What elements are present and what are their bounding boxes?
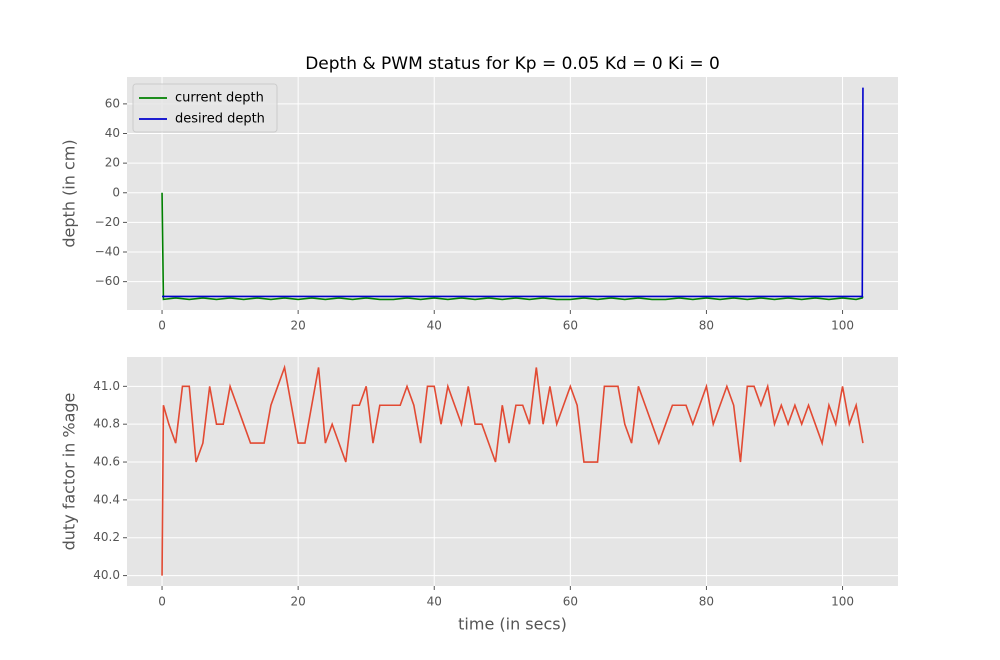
series-line [161, 364, 864, 576]
y-tick-label: 40.6 [93, 455, 120, 469]
y-axis-label: depth (in cm) [60, 139, 79, 247]
y-tick-label: −40 [95, 245, 120, 259]
x-tick-label: 100 [831, 319, 854, 333]
series-line [162, 87, 864, 298]
y-tick-label: 40.8 [93, 417, 120, 431]
y-tick-label: 0 [112, 185, 120, 199]
x-tick-label: 20 [291, 319, 306, 333]
y-tick-label: 40.0 [93, 568, 120, 582]
x-tick-label: 0 [158, 595, 166, 609]
y-tick-label: 40.4 [93, 492, 120, 506]
x-axis-label: time (in secs) [458, 615, 567, 634]
x-tick-label: 0 [158, 319, 166, 333]
x-tick-label: 60 [563, 319, 578, 333]
chart-title: Depth & PWM status for Kp = 0.05 Kd = 0 … [305, 54, 720, 74]
x-tick-label: 80 [699, 319, 714, 333]
y-tick-label: −20 [95, 215, 120, 229]
x-tick-label: 60 [563, 595, 578, 609]
x-tick-label: 20 [291, 595, 306, 609]
x-tick-label: 80 [699, 595, 714, 609]
x-tick-label: 40 [427, 319, 442, 333]
plot-background [127, 357, 898, 586]
legend-label: current depth [175, 91, 264, 106]
y-tick-label: −60 [95, 274, 120, 288]
series-line [161, 192, 864, 301]
y-tick-label: 41.0 [93, 379, 120, 393]
y-axis-label: duty factor in %age [60, 393, 79, 551]
legend-label: desired depth [175, 112, 265, 127]
y-tick-label: 40.2 [93, 530, 120, 544]
legend-box [132, 83, 278, 133]
x-tick-label: 40 [427, 595, 442, 609]
x-tick-label: 100 [831, 595, 854, 609]
y-tick-label: 60 [105, 96, 120, 110]
y-tick-label: 40 [105, 126, 120, 140]
y-tick-label: 20 [105, 156, 120, 170]
